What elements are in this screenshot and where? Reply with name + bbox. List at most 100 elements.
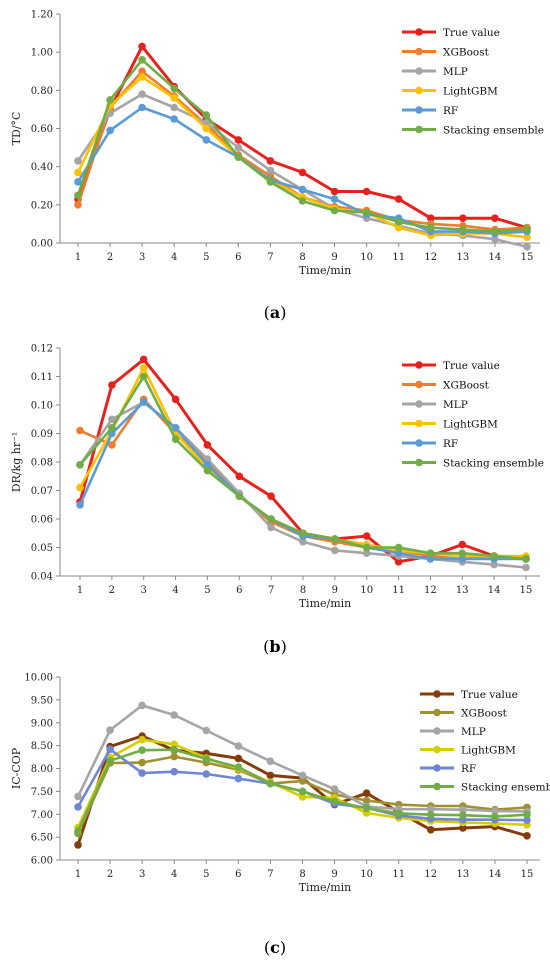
legend-swatch-marker: [433, 782, 441, 791]
x-tick-label: 6: [236, 585, 242, 596]
data-point: [202, 770, 211, 778]
legend-label: RF: [443, 105, 458, 117]
data-point: [235, 472, 244, 481]
data-point: [266, 771, 275, 780]
legend-label: XGBoost: [443, 46, 490, 58]
panel-caption: (c): [264, 938, 286, 957]
x-tick-label: 3: [139, 869, 145, 880]
y-tick-label: 0.08: [31, 458, 53, 469]
panel-caption-letter: a: [270, 303, 280, 322]
data-point: [266, 757, 275, 765]
y-axis-label: DR/kg hr⁻¹: [10, 432, 23, 493]
x-tick-label: 14: [489, 869, 502, 880]
x-tick-label: 13: [456, 585, 469, 596]
data-point: [234, 774, 243, 783]
data-point: [76, 426, 84, 435]
data-point: [267, 515, 275, 523]
data-point: [523, 243, 531, 251]
legend-label: True value: [461, 689, 518, 701]
legend-swatch-marker: [433, 708, 441, 717]
x-tick-label: 13: [456, 869, 469, 880]
x-tick-label: 15: [521, 869, 534, 880]
legend-swatch-marker: [415, 125, 423, 134]
x-tick-label: 9: [332, 585, 338, 596]
y-tick-label: 0.10: [31, 401, 53, 412]
data-point: [202, 755, 211, 763]
data-point: [202, 136, 211, 144]
data-point: [362, 532, 371, 540]
data-point: [203, 466, 212, 475]
data-point: [266, 166, 275, 175]
x-tick-label: 12: [424, 252, 437, 263]
x-tick-label: 1: [75, 252, 81, 263]
series-line: [76, 75, 528, 239]
data-point: [362, 208, 371, 217]
data-point: [523, 816, 531, 824]
y-tick-label: 0.06: [31, 515, 53, 526]
data-point: [170, 711, 178, 719]
data-point: [491, 812, 499, 821]
data-point: [74, 157, 82, 165]
x-tick-label: 9: [331, 252, 337, 263]
x-tick-label: 5: [203, 252, 209, 263]
data-point: [459, 811, 467, 819]
x-tick-label: 12: [424, 585, 437, 596]
data-point: [298, 197, 307, 205]
data-point: [362, 789, 371, 797]
data-point: [139, 355, 148, 364]
data-point: [74, 168, 82, 177]
data-point: [490, 552, 498, 560]
data-point: [74, 841, 82, 849]
data-point: [171, 424, 180, 432]
data-point: [203, 461, 212, 469]
x-tick-label: 10: [360, 869, 373, 880]
data-point: [394, 218, 403, 226]
y-axis-label: IC-COP: [10, 747, 23, 789]
data-point: [331, 535, 339, 543]
data-point: [106, 756, 114, 765]
data-point: [234, 742, 243, 750]
series-stacking-ensemble: [74, 56, 531, 236]
data-point: [267, 492, 275, 501]
x-tick-label: 8: [299, 252, 305, 263]
panel-caption-letter: c: [270, 938, 280, 957]
series-true-value: [74, 42, 531, 232]
data-point: [298, 777, 307, 785]
data-point: [330, 206, 339, 215]
legend-swatch-marker: [415, 439, 423, 447]
data-point: [362, 804, 371, 813]
x-tick-label: 3: [139, 252, 145, 263]
data-point: [330, 785, 339, 793]
data-point: [522, 555, 530, 563]
y-tick-label: 6.50: [31, 833, 53, 844]
data-point: [203, 441, 212, 449]
data-point: [76, 483, 84, 492]
y-tick-label: 0.04: [31, 572, 53, 583]
legend-label: XGBoost: [461, 707, 508, 719]
data-point: [108, 424, 116, 432]
legend-swatch-marker: [433, 727, 441, 735]
data-point: [522, 563, 530, 572]
data-point: [427, 810, 435, 819]
y-tick-label: 8.50: [31, 741, 53, 752]
y-tick-label: 9.00: [31, 718, 53, 729]
data-point: [138, 103, 146, 112]
legend-label: RF: [443, 438, 458, 450]
x-tick-label: 4: [171, 869, 177, 880]
data-point: [523, 810, 531, 819]
data-point: [234, 143, 243, 152]
data-point: [523, 832, 531, 840]
x-tick-label: 12: [424, 869, 437, 880]
data-point: [523, 233, 531, 242]
x-tick-label: 1: [77, 585, 83, 596]
data-point: [330, 797, 339, 806]
data-point: [394, 809, 403, 818]
x-tick-label: 3: [141, 585, 147, 596]
legend-swatch-marker: [415, 361, 423, 369]
y-tick-label: 0.09: [31, 429, 53, 440]
legend-swatch-marker: [415, 106, 423, 114]
data-point: [298, 185, 307, 194]
data-point: [170, 767, 178, 776]
x-tick-label: 1: [75, 869, 81, 880]
